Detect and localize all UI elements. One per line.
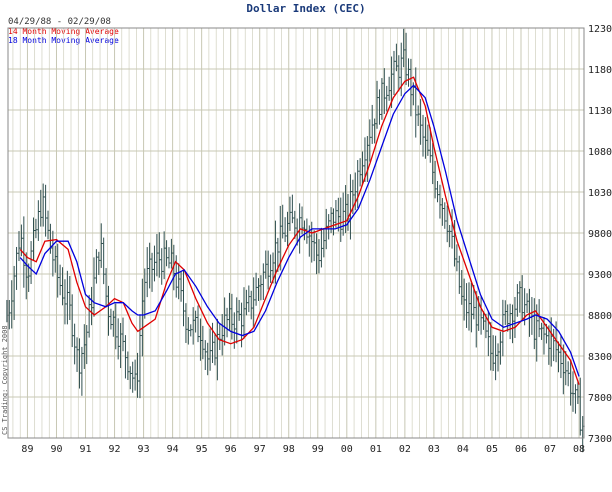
x-tick-label: 93	[138, 444, 150, 455]
x-tick-label: 03	[428, 444, 440, 455]
x-tick-label: 97	[254, 444, 266, 455]
x-tick-label: 89	[21, 444, 33, 455]
x-tick-label: 04	[457, 444, 469, 455]
y-axis: 12300 11800 11300 10800 10300 9800 9300 8800 830…	[588, 24, 612, 445]
chart-title: Dollar Index (CEC)	[246, 2, 365, 15]
y-tick-label: 11800	[588, 65, 612, 76]
y-tick-label: 12300	[588, 24, 612, 35]
x-tick-label: 94	[167, 444, 179, 455]
y-tick-label: 8300	[588, 352, 612, 363]
moving-average-line	[19, 84, 580, 377]
x-tick-label: 96	[225, 444, 237, 455]
plot-frame	[7, 27, 585, 439]
x-tick-label: 08	[573, 444, 585, 455]
x-axis: 89 90 91 92 93 94 95 96 97 98 99 00 01 02 03 04 05 06 07 08	[21, 444, 585, 455]
x-tick-label: 92	[109, 444, 121, 455]
moving-average-lines	[19, 76, 580, 385]
y-tick-label: 11300	[588, 106, 612, 117]
x-tick-label: 02	[399, 444, 411, 455]
y-tick-label: 7300	[588, 434, 612, 445]
x-tick-label: 05	[486, 444, 498, 455]
grid	[8, 27, 584, 439]
x-tick-label: 91	[79, 444, 91, 455]
y-tick-label: 8800	[588, 311, 612, 322]
x-tick-label: 01	[370, 444, 382, 455]
y-tick-label: 7800	[588, 393, 612, 404]
date-range: 04/29/88 - 02/29/08	[8, 17, 111, 27]
x-tick-label: 99	[312, 444, 324, 455]
x-tick-label: 00	[341, 444, 353, 455]
x-tick-label: 06	[515, 444, 527, 455]
moving-average-line	[19, 76, 580, 385]
copyright-text: CS Trading: Copyright 2008	[1, 325, 9, 435]
x-tick-label: 98	[283, 444, 295, 455]
y-tick-label: 9300	[588, 270, 612, 281]
x-tick-label: 07	[544, 444, 556, 455]
x-tick-label: 95	[196, 444, 208, 455]
y-tick-label: 10300	[588, 188, 612, 199]
y-tick-label: 10800	[588, 147, 612, 158]
y-tick-label: 9800	[588, 229, 612, 240]
x-tick-label: 90	[50, 444, 62, 455]
